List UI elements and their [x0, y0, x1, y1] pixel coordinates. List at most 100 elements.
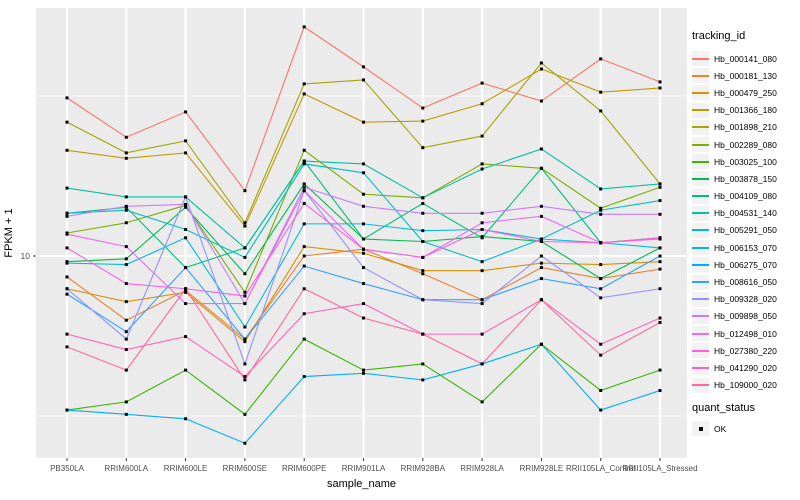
data-point [539, 239, 543, 243]
legend-title-quant-status: quant_status [692, 402, 755, 414]
legend-item-label: Hb_012498_010 [714, 328, 777, 339]
data-point [124, 156, 128, 160]
legend-key [692, 222, 709, 238]
legend-item: Hb_009898_050 [692, 308, 777, 325]
data-point [124, 368, 128, 372]
legend-key [692, 274, 709, 290]
y-axis-title: FPKM + 1 [3, 208, 15, 257]
data-point [184, 368, 188, 372]
data-point [599, 208, 603, 212]
data-point [65, 96, 69, 100]
legend-key-line-icon [692, 229, 709, 232]
data-point [480, 362, 484, 366]
legend-item-label: Hb_002289_080 [714, 139, 777, 150]
legend-key [692, 326, 709, 342]
quant-legend-key [692, 421, 709, 437]
data-point [539, 166, 543, 170]
x-tick-label: RRIM600SE [223, 464, 267, 473]
data-point [65, 211, 69, 215]
legend-item: Hb_008616_050 [692, 273, 777, 290]
legend-items: Hb_000141_080 Hb_000181_130 Hb_000479_250 H… [692, 50, 777, 394]
legend-key [692, 188, 709, 204]
data-point [480, 211, 484, 215]
legend-key [692, 291, 709, 307]
legend-key-line-icon [692, 143, 709, 146]
data-point [480, 102, 484, 106]
legend-item: Hb_009328_020 [692, 291, 777, 308]
data-point [65, 232, 69, 236]
legend-item-label: Hb_041290_020 [714, 362, 777, 373]
legend-key [692, 85, 709, 101]
x-tick-label: RRII105LA_Control [566, 464, 636, 473]
legend-key [692, 171, 709, 187]
data-point [421, 106, 425, 110]
legend-item: Hb_001898_210 [692, 119, 777, 136]
legend-item: Hb_001366_180 [692, 102, 777, 119]
data-point [302, 312, 306, 316]
legend-item: Hb_000141_080 [692, 50, 777, 67]
data-point [539, 237, 543, 241]
legend-title-tracking-id: tracking_id [692, 30, 746, 42]
data-point [539, 277, 543, 281]
legend-key-line-icon [692, 384, 709, 387]
data-point [658, 388, 662, 392]
legend-key-line-icon [692, 126, 709, 129]
legend-item: Hb_005291_050 [692, 222, 777, 239]
legend-item-label: Hb_008616_050 [714, 277, 777, 288]
data-point [421, 229, 425, 233]
data-point [599, 109, 603, 113]
legend-item-label: Hb_001366_180 [714, 105, 777, 116]
data-point [599, 187, 603, 191]
legend-item: Hb_000181_130 [692, 67, 777, 84]
legend-item: Hb_004531_140 [692, 205, 777, 222]
legend-item-label: Hb_004531_140 [714, 208, 777, 219]
legend-key-line-icon [692, 195, 709, 198]
data-point [539, 204, 543, 208]
legend-item-label: Hb_006153_070 [714, 242, 777, 253]
data-point [480, 298, 484, 302]
legend-key [692, 68, 709, 84]
data-point [480, 162, 484, 166]
data-point [362, 78, 365, 82]
data-point [302, 159, 306, 163]
data-point [539, 342, 543, 346]
data-point [243, 340, 247, 344]
legend-key-line-icon [692, 246, 709, 249]
data-point [124, 208, 128, 212]
data-point [539, 67, 543, 71]
data-point [362, 192, 365, 196]
x-tick-label: RRII105LA_Stressed [622, 464, 697, 473]
data-point [599, 212, 603, 216]
data-point [243, 441, 247, 445]
data-point [362, 162, 365, 166]
legend-key-line-icon [692, 160, 709, 163]
data-point [658, 260, 662, 264]
data-point [124, 400, 128, 404]
data-point [243, 272, 247, 276]
data-point [362, 237, 365, 241]
legend-item-label: Hb_004109_080 [714, 191, 777, 202]
legend-item-label: Hb_027380_220 [714, 345, 777, 356]
data-point [421, 146, 425, 150]
data-point [421, 298, 425, 302]
data-point [599, 57, 603, 61]
data-point [539, 214, 543, 218]
data-point [124, 221, 128, 225]
data-point [65, 214, 69, 218]
data-point [421, 211, 425, 215]
data-point [539, 147, 543, 151]
data-point [539, 61, 543, 65]
data-point [421, 119, 425, 123]
data-point [539, 254, 543, 258]
data-point [65, 148, 69, 152]
data-point [124, 263, 128, 267]
legend-key [692, 137, 709, 153]
data-point [124, 135, 128, 139]
data-point [362, 247, 365, 251]
legend-item-label: Hb_009328_020 [714, 294, 777, 305]
data-point [124, 195, 128, 199]
quant-legend-items: OK [692, 420, 726, 437]
data-point [362, 222, 365, 226]
legend-item: Hb_041290_020 [692, 359, 777, 376]
legend-key [692, 360, 709, 376]
